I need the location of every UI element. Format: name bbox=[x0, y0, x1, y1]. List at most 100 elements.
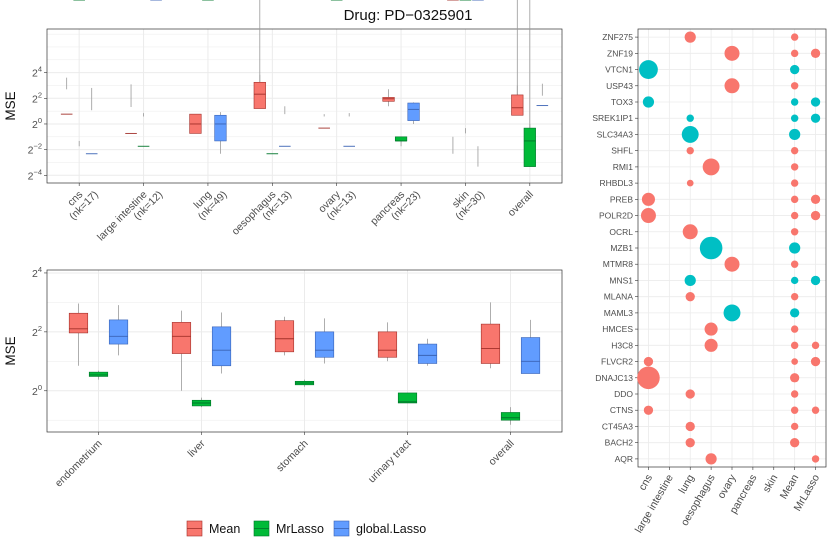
box-mrlasso-pancreas bbox=[394, 136, 408, 147]
dot-maml3-ovary bbox=[723, 304, 741, 322]
gene-label: TOX3 bbox=[611, 97, 633, 107]
x-tick-label: liver bbox=[186, 437, 208, 459]
gene-label: ZNF275 bbox=[602, 32, 633, 42]
gene-label: H3C8 bbox=[611, 340, 633, 350]
dot-ddo-mean bbox=[790, 390, 799, 398]
x-tick-label-group: liver bbox=[186, 437, 208, 459]
box-body bbox=[523, 127, 536, 167]
dot-preb-cns bbox=[641, 192, 655, 206]
x-tick-label: lung bbox=[676, 472, 696, 495]
box-mean-liver bbox=[171, 310, 192, 391]
y-tick-label: 2−2 bbox=[28, 142, 42, 157]
dot-flvcr2-mean bbox=[791, 358, 798, 365]
x-tick-label-group: oesophagus(nk=13) bbox=[229, 189, 294, 238]
dot-ddo-lung bbox=[685, 389, 695, 399]
x-tick-label: overall bbox=[486, 438, 516, 468]
box-mrlasso-urinary-tract bbox=[397, 392, 418, 404]
dot-bach2-mean bbox=[790, 438, 800, 448]
y-tick-exponent: −2 bbox=[33, 142, 42, 151]
y-tick-exponent: 2 bbox=[38, 324, 42, 333]
dot-mlana-lung bbox=[685, 292, 695, 302]
box-global-lasso-large-intestine bbox=[150, 0, 162, 1]
box-body bbox=[214, 114, 227, 142]
x-tick-label-group: large intestine(nk=12) bbox=[95, 189, 165, 244]
dot-mns1-mrlasso bbox=[810, 275, 821, 286]
y-tick-label: 22 bbox=[32, 324, 42, 339]
gene-label: SLC34A3 bbox=[597, 129, 634, 139]
y-tick-base: 2 bbox=[32, 119, 38, 131]
box-body bbox=[407, 102, 420, 121]
box-mrlasso-large-intestine bbox=[137, 113, 150, 147]
gene-label: DNAJC13 bbox=[595, 373, 633, 383]
dot-znf19-mean bbox=[790, 49, 799, 58]
dot-rhbdl3-lung bbox=[686, 179, 694, 187]
y-tick-exponent: 0 bbox=[38, 383, 42, 392]
box-mean-endometrium bbox=[68, 303, 89, 366]
y-tick-exponent: 2 bbox=[38, 90, 42, 99]
gene-label: SREK1IP1 bbox=[592, 113, 633, 123]
y-tick-label: 24 bbox=[32, 65, 42, 80]
dot-znf275-lung bbox=[684, 31, 696, 43]
box-body bbox=[108, 319, 129, 345]
dot-mzb1-oesophagus bbox=[699, 236, 723, 260]
gene-label: CTNS bbox=[610, 405, 633, 415]
box-global-lasso-liver bbox=[211, 312, 232, 374]
gene-label: PREB bbox=[610, 194, 633, 204]
x-tick-label-group: cns(nk=17) bbox=[65, 189, 101, 223]
y-tick-label: 2−4 bbox=[28, 167, 42, 182]
gene-label: HMCES bbox=[602, 324, 633, 334]
dot-mtmr8-ovary bbox=[724, 256, 740, 272]
box-global-lasso-overall bbox=[520, 319, 541, 374]
x-tick-label-group: urinary tract bbox=[366, 438, 414, 486]
x-tick-label-group: cns bbox=[636, 473, 655, 493]
legend-label: Mean bbox=[209, 522, 240, 536]
box-global-lasso-pancreas bbox=[407, 102, 420, 124]
dot-polr2d-mrlasso bbox=[810, 210, 821, 221]
dot-maml3-mean bbox=[790, 308, 800, 318]
x-tick-label: cns bbox=[636, 473, 655, 493]
box-global-lasso-urinary-tract bbox=[417, 338, 438, 366]
box-body bbox=[500, 412, 521, 421]
dot-znf275-mean bbox=[790, 33, 799, 41]
box-body bbox=[253, 81, 266, 109]
panel-border bbox=[637, 28, 827, 468]
dot-mlana-mean bbox=[790, 292, 799, 301]
box-mrlasso-liver bbox=[191, 397, 212, 408]
box-mean-cns bbox=[60, 77, 73, 115]
x-tick-label-group: overall bbox=[486, 438, 516, 468]
dot-mzb1-mean bbox=[789, 242, 801, 254]
box-mean-oesophagus bbox=[253, 0, 266, 109]
dot-flvcr2-cns bbox=[643, 356, 654, 367]
dot-tox3-mrlasso bbox=[810, 97, 821, 107]
dot-srek1ip1-lung bbox=[686, 114, 694, 122]
box-mean-pancreas bbox=[382, 89, 395, 107]
gene-label: FLVCR2 bbox=[601, 357, 633, 367]
box-mean-large-intestine bbox=[125, 84, 137, 134]
box-body bbox=[397, 392, 418, 404]
dot-dnajc13-mean bbox=[790, 373, 800, 383]
box-global-lasso-cns bbox=[85, 87, 98, 155]
y-tick-base: 2 bbox=[32, 327, 38, 339]
gene-label: USP43 bbox=[606, 81, 633, 91]
dot-ctns-mean bbox=[790, 406, 799, 414]
dot-rhbdl3-mean bbox=[790, 179, 799, 187]
gene-label: MZB1 bbox=[610, 243, 633, 253]
box-body bbox=[417, 343, 438, 364]
y-tick-label: 24 bbox=[32, 265, 42, 280]
dot-hmces-oesophagus bbox=[704, 322, 718, 336]
box-body bbox=[520, 337, 541, 374]
x-tick-label-group: pancreas(nk=23) bbox=[368, 189, 423, 228]
y-tick-base: 2 bbox=[28, 145, 34, 157]
box-mrlasso-oesophagus bbox=[266, 153, 279, 155]
box-body bbox=[171, 322, 192, 354]
dot-srek1ip1-mrlasso bbox=[810, 113, 821, 123]
dot-rmi1-mean bbox=[790, 163, 799, 171]
y-tick-exponent: 4 bbox=[38, 265, 42, 274]
gene-label: OCRL bbox=[609, 227, 633, 237]
box-body bbox=[377, 331, 398, 358]
y-axis-title: MSE bbox=[3, 91, 18, 120]
dot-shfl-lung bbox=[686, 146, 694, 155]
dot-ctns-cns bbox=[643, 405, 654, 415]
x-tick-label: skin bbox=[761, 472, 781, 494]
dot-slc34a3-lung bbox=[681, 125, 699, 143]
